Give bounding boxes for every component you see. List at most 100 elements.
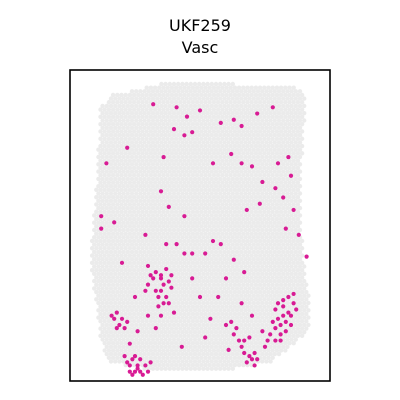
tissue-spot	[144, 85, 149, 90]
tissue-spot	[222, 184, 227, 189]
tissue-spot	[121, 118, 126, 123]
tissue-spot	[140, 151, 145, 156]
tissue-spot	[228, 304, 233, 309]
tissue-spot	[253, 129, 259, 134]
tissue-spot	[245, 297, 250, 302]
tissue-spot	[180, 242, 185, 247]
tissue-spot	[159, 140, 164, 145]
tissue-spot	[167, 118, 172, 123]
tissue-spot	[304, 282, 309, 287]
tissue-spot	[203, 246, 208, 251]
tissue-spot	[102, 231, 107, 236]
tissue-spot	[199, 340, 204, 346]
tissue-spot	[171, 235, 177, 240]
tissue-spot	[205, 132, 210, 138]
tissue-spot	[241, 304, 246, 309]
tissue-spot	[222, 176, 227, 182]
tissue-spot	[276, 227, 282, 233]
tissue-spot	[186, 238, 191, 244]
tissue-spot	[232, 143, 238, 149]
tissue-spot	[264, 351, 269, 357]
tissue-spot	[220, 158, 225, 163]
tissue-spot	[144, 180, 149, 185]
tissue-spot	[260, 249, 265, 255]
tissue-spot	[239, 140, 244, 145]
tissue-spot	[253, 209, 259, 214]
tissue-spot	[270, 304, 275, 309]
tissue-spot	[207, 216, 212, 222]
tissue-spot	[270, 224, 275, 229]
tissue-spot	[211, 85, 217, 90]
tissue-spot	[255, 191, 261, 196]
tissue-spot	[268, 264, 273, 269]
highlight-spot	[164, 266, 169, 272]
tissue-spot	[173, 194, 179, 200]
tissue-spot	[131, 253, 137, 258]
tissue-spot	[136, 231, 141, 236]
tissue-spot	[152, 85, 158, 90]
tissue-spot	[203, 143, 208, 149]
tissue-spot	[297, 293, 303, 298]
tissue-spot	[291, 114, 296, 120]
tissue-spot	[228, 253, 233, 258]
tissue-spot	[213, 132, 219, 138]
tissue-spot	[283, 173, 288, 178]
tissue-spot	[266, 209, 271, 214]
tissue-spot	[260, 264, 265, 269]
tissue-spot	[146, 147, 151, 152]
tissue-spot	[144, 333, 149, 339]
tissue-spot	[266, 114, 271, 120]
tissue-spot	[226, 242, 231, 247]
tissue-spot	[253, 224, 259, 229]
tissue-spot	[146, 337, 151, 342]
tissue-spot	[144, 202, 149, 207]
tissue-spot	[140, 114, 145, 120]
tissue-spot	[249, 304, 254, 309]
tissue-spot	[230, 176, 235, 182]
highlight-spot	[229, 151, 234, 157]
tissue-spot	[136, 275, 141, 280]
highlight-spot	[145, 263, 151, 269]
tissue-spot	[205, 220, 210, 225]
tissue-spot	[157, 253, 162, 258]
tissue-spot	[165, 253, 170, 258]
tissue-spot	[163, 227, 168, 233]
tissue-spot	[222, 257, 227, 262]
tissue-spot	[299, 311, 305, 317]
tissue-spot	[192, 205, 198, 211]
tissue-spot	[134, 337, 139, 342]
tissue-spot	[178, 355, 183, 360]
tissue-spot	[207, 333, 212, 339]
tissue-spot	[152, 319, 158, 324]
tissue-spot	[113, 176, 118, 182]
tissue-spot	[197, 308, 202, 313]
tissue-spot	[239, 184, 244, 189]
tissue-spot	[184, 118, 189, 123]
highlight-spot	[291, 207, 296, 213]
tissue-spot	[144, 165, 149, 171]
tissue-spot	[148, 165, 154, 171]
tissue-spot	[197, 366, 202, 371]
tissue-spot	[178, 289, 183, 295]
tissue-spot	[285, 286, 290, 291]
tissue-spot	[224, 107, 229, 112]
tissue-spot	[257, 340, 263, 346]
tissue-spot	[115, 267, 120, 273]
tissue-spot	[169, 304, 175, 309]
tissue-spot	[144, 297, 149, 302]
tissue-spot	[146, 249, 151, 255]
tissue-spot	[222, 227, 227, 233]
tissue-spot	[113, 293, 118, 298]
tissue-spot	[169, 173, 175, 178]
tissue-spot	[264, 359, 269, 364]
tissue-spot	[131, 158, 137, 163]
tissue-spot	[228, 100, 233, 105]
highlight-spot	[182, 251, 187, 256]
tissue-spot	[152, 121, 158, 127]
tissue-spot	[188, 191, 193, 196]
tissue-spot	[245, 194, 250, 200]
tissue-spot	[182, 173, 187, 178]
highlight-spot	[190, 276, 195, 281]
tissue-spot	[150, 257, 156, 262]
tissue-spot	[209, 351, 214, 357]
